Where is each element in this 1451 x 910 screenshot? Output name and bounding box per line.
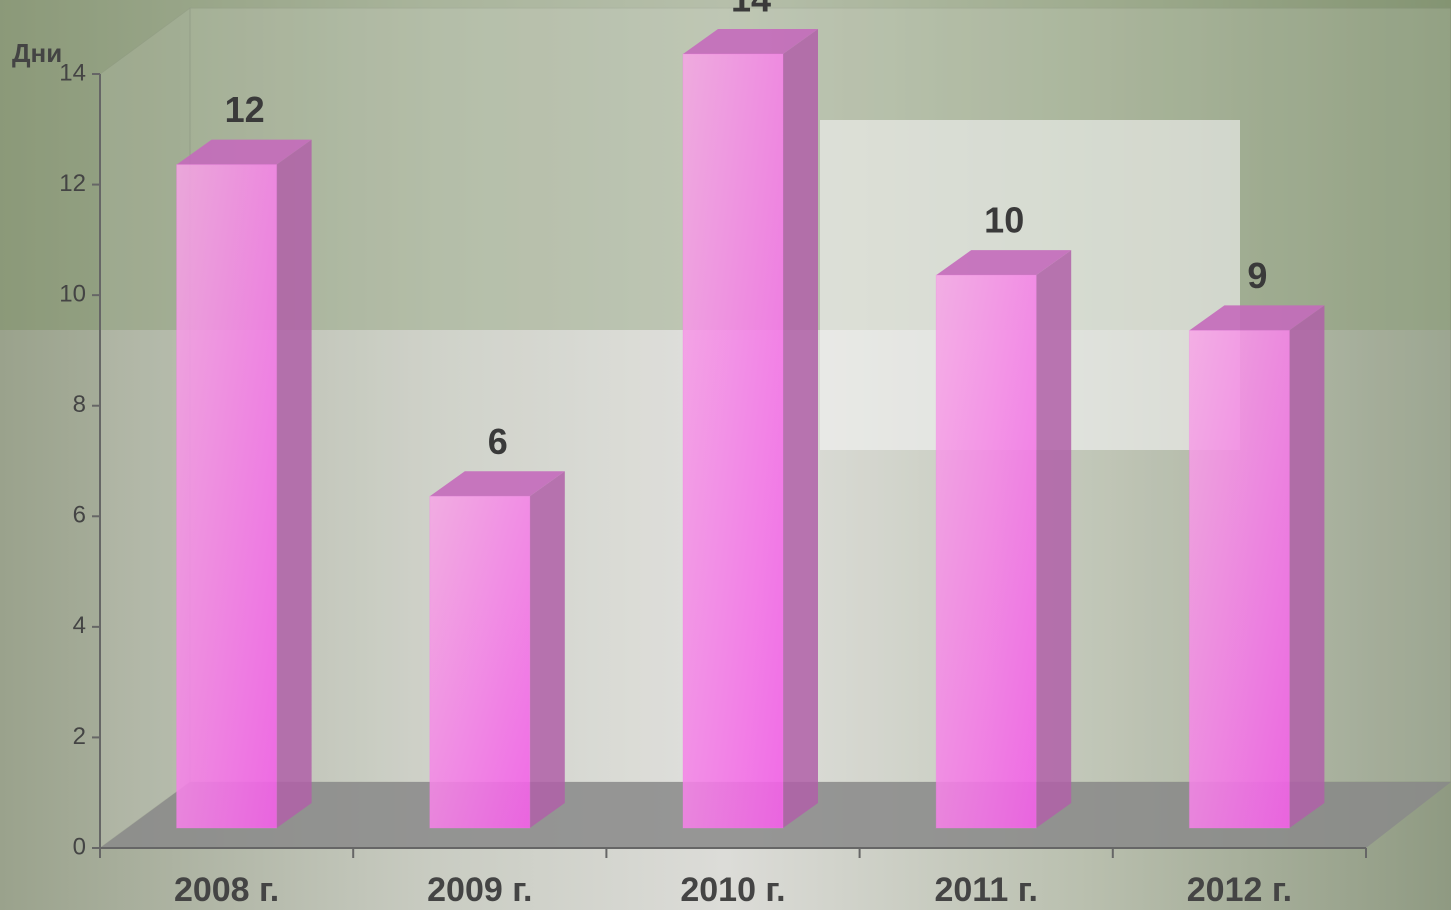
bar-side <box>1289 305 1324 828</box>
y-tick-label: 0 <box>73 833 86 860</box>
y-tick-label: 2 <box>73 723 86 750</box>
chart: Дни 0 2 4 6 8 10 12 14 2008 г. 12 2009 г. 6 2010 г. 1… <box>0 0 1451 910</box>
y-tick-label: 8 <box>73 391 86 418</box>
x-tick-label: 2012 г. <box>1187 871 1292 909</box>
value-label: 6 <box>488 421 508 462</box>
y-tick-label: 12 <box>59 170 86 197</box>
x-tick-label: 2010 г. <box>680 871 785 909</box>
bar-side <box>277 140 312 828</box>
value-label: 9 <box>1247 255 1267 296</box>
value-label: 14 <box>731 0 771 20</box>
value-label: 12 <box>225 89 265 130</box>
bar <box>936 275 1036 828</box>
x-tick-label: 2009 г. <box>427 871 532 909</box>
x-tick-label: 2011 г. <box>934 871 1037 909</box>
y-tick-label: 6 <box>73 502 86 529</box>
y-axis-label: Дни <box>12 38 62 68</box>
y-tick-label: 4 <box>73 612 86 639</box>
bar <box>1189 330 1289 828</box>
y-tick-label: 14 <box>59 59 86 86</box>
bar-side <box>783 29 818 828</box>
bar-side <box>530 471 565 828</box>
bar-side <box>1036 250 1071 828</box>
value-label: 10 <box>984 200 1024 241</box>
bar <box>177 165 277 828</box>
x-tick-label: 2008 г. <box>174 871 279 909</box>
bar <box>683 54 783 828</box>
y-tick-label: 10 <box>59 280 86 307</box>
bar <box>430 496 530 828</box>
